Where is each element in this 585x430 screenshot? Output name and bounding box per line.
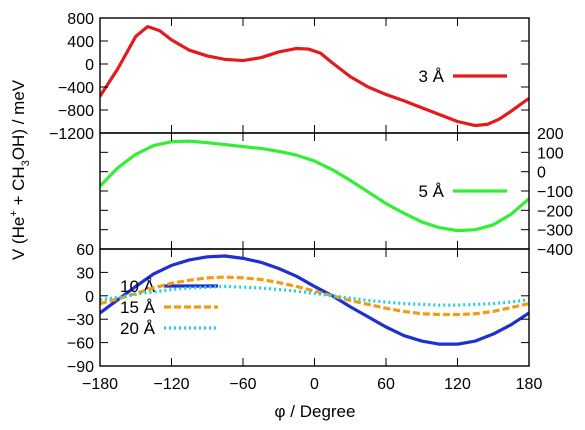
x-tick-label-4: 60 [377,376,395,393]
series-line-top-0 [100,25,529,128]
legend-label-bottom-2: 20 Å [120,319,156,338]
y-tick-label-top-0: 800 [67,11,94,28]
y-tick-label-top-5: −1200 [49,126,94,143]
series-line-bottom-1 [100,275,529,317]
x-tick-label-0: −180 [82,376,118,393]
y-tick-label-middle-4: −200 [537,203,573,220]
y-tick-label-top-2: 0 [85,57,94,74]
x-tick-label-5: 120 [444,376,471,393]
y-tick-label-middle-2: 0 [537,165,546,182]
y-tick-label-bottom-1: 30 [76,265,94,282]
y-tick-label-top-3: −400 [58,80,94,97]
legend-label-bottom-1: 15 Å [120,298,156,317]
y-axis-label: V (He+ + CH3OH) / meV [8,79,32,260]
y-tick-label-bottom-3: −30 [67,312,94,329]
y-tick-label-bottom-4: −60 [67,336,94,353]
legend-label-middle-0: 5 Å [418,182,444,201]
x-tick-label-3: 0 [310,376,319,393]
series-line-bottom-0 [100,254,529,346]
y-tick-label-bottom-0: 60 [76,242,94,259]
y-tick-label-middle-3: −100 [537,184,573,201]
x-tick-label-2: −60 [229,376,256,393]
x-tick-label-6: 180 [516,376,543,393]
series-line-bottom-2 [100,284,529,307]
y-tick-label-top-4: −800 [58,103,94,120]
y-tick-label-middle-1: 100 [537,145,564,162]
x-axis-label: φ / Degree [275,402,356,421]
series-line-middle-0 [100,139,529,233]
legend-label-bottom-0: 10 Å [120,277,156,296]
y-tick-label-bottom-2: 0 [85,289,94,306]
y-tick-label-middle-0: 200 [537,126,564,143]
y-tick-label-middle-5: −300 [537,223,573,240]
legend-label-top-0: 3 Å [418,67,444,86]
panel-frame-bottom [99,248,530,367]
y-tick-label-bottom-5: −90 [67,359,94,376]
y-tick-label-top-1: 400 [67,34,94,51]
x-tick-label-1: −120 [153,376,189,393]
y-tick-label-middle-6: −400 [537,242,573,259]
